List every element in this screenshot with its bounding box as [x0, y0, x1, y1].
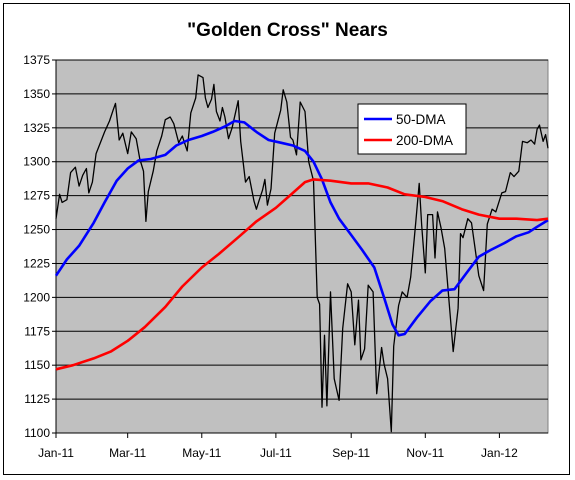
y-tick-label: 1250 — [23, 223, 50, 237]
x-tick-label: Jul-11 — [260, 446, 292, 460]
y-tick-label: 1275 — [23, 189, 50, 203]
x-tick-label: Mar-11 — [109, 446, 146, 460]
y-tick-label: 1325 — [23, 121, 50, 135]
x-tick-label: May-11 — [182, 446, 221, 460]
x-tick-label: Nov-11 — [406, 446, 444, 460]
x-tick-label: Sep-11 — [332, 446, 370, 460]
y-tick-label: 1175 — [24, 324, 50, 338]
y-tick-label: 1125 — [24, 392, 50, 406]
x-axis-ticks: Jan-11 Mar-11 May-11 Jul-11 Sep-11 Nov-11 Jan-… — [38, 433, 518, 460]
series-line-price — [55, 74, 549, 433]
legend-box — [357, 103, 467, 155]
y-axis-ticks: 1100 1125 1150 1175 1200 1225 1250 1275 1300 1325… — [23, 53, 548, 440]
y-tick-label: 1100 — [24, 426, 50, 440]
legend-label: 50-DMA — [396, 112, 446, 127]
x-tick-label: Jan-11 — [38, 446, 74, 460]
y-tick-label: 1375 — [23, 53, 50, 67]
series-line-200-dma — [55, 178, 549, 371]
y-tick-label: 1350 — [23, 87, 50, 101]
legend: 50-DMA 200-DMA — [357, 103, 467, 155]
y-tick-label: 1200 — [23, 290, 50, 304]
series-layer — [54, 74, 549, 433]
x-tick-label: Jan-12 — [481, 446, 518, 460]
legend-label: 200-DMA — [396, 133, 453, 148]
chart-title: "Golden Cross" Nears — [187, 20, 388, 41]
y-tick-label: 1150 — [24, 358, 50, 372]
series-line-50-dma — [54, 119, 549, 337]
y-tick-label: 1225 — [23, 256, 50, 270]
y-tick-label: 1300 — [23, 155, 50, 169]
